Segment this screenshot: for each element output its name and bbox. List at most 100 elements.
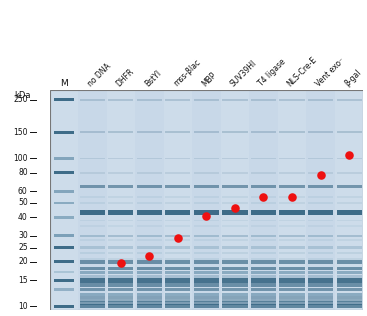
Bar (108, 246, 134, 249)
Bar (78, 90, 106, 310)
Bar (222, 220, 247, 221)
Bar (251, 304, 276, 308)
Bar (108, 260, 134, 264)
Bar (279, 225, 305, 227)
Bar (108, 225, 134, 227)
Bar (337, 296, 361, 299)
Bar (166, 196, 190, 198)
Bar (222, 271, 247, 274)
Bar (308, 258, 333, 259)
Bar (249, 90, 278, 310)
Point (118, 261, 124, 266)
Bar (222, 131, 247, 133)
Bar (222, 293, 247, 296)
Bar (108, 267, 134, 270)
Bar (279, 267, 305, 270)
Bar (166, 299, 190, 302)
Bar (108, 301, 134, 305)
Bar (337, 275, 361, 277)
Bar (194, 283, 219, 287)
Bar (279, 304, 305, 308)
Text: T4 ligase: T4 ligase (257, 58, 288, 88)
Text: 50: 50 (18, 198, 28, 208)
Bar (251, 99, 276, 100)
Bar (337, 220, 361, 221)
Bar (251, 288, 276, 291)
Bar (222, 252, 247, 254)
Bar (166, 278, 190, 283)
Bar (54, 171, 74, 174)
Bar (222, 288, 247, 291)
Bar (337, 185, 361, 188)
Bar (54, 216, 74, 218)
Bar (251, 267, 276, 270)
Bar (337, 258, 361, 259)
Bar (222, 185, 247, 188)
Bar (166, 202, 190, 204)
Bar (308, 267, 333, 270)
Bar (222, 196, 247, 198)
Bar (279, 258, 305, 259)
Bar (194, 158, 219, 159)
Bar (54, 279, 74, 282)
Bar (108, 172, 134, 174)
Point (317, 173, 323, 178)
Text: 40: 40 (18, 213, 28, 222)
Bar (108, 131, 134, 133)
Bar (194, 220, 219, 221)
Bar (308, 210, 333, 215)
Text: 250: 250 (13, 95, 28, 104)
Bar (194, 185, 219, 188)
Bar (194, 304, 219, 308)
Bar (337, 278, 361, 283)
Bar (308, 283, 333, 287)
Text: SUV39HI: SUV39HI (229, 58, 258, 88)
Bar (251, 158, 276, 159)
Bar (251, 220, 276, 221)
Text: 25: 25 (18, 243, 28, 252)
Point (232, 206, 238, 211)
Bar (166, 258, 190, 259)
Bar (251, 196, 276, 198)
Bar (137, 296, 162, 299)
Bar (308, 260, 333, 264)
Bar (108, 275, 134, 277)
Bar (337, 304, 361, 308)
Bar (137, 131, 162, 133)
Bar (54, 98, 74, 101)
Bar (166, 220, 190, 221)
Bar (308, 225, 333, 227)
Bar (108, 271, 134, 274)
Bar (194, 258, 219, 259)
Bar (308, 252, 333, 254)
Bar (108, 293, 134, 296)
Text: M: M (60, 79, 68, 88)
Bar (166, 252, 190, 254)
Point (289, 194, 295, 199)
Bar (108, 185, 134, 188)
Bar (251, 296, 276, 299)
Text: mss-βlac: mss-βlac (171, 58, 202, 88)
Bar (166, 288, 190, 291)
Bar (166, 301, 190, 305)
Text: 100: 100 (13, 154, 28, 163)
Bar (279, 271, 305, 274)
Bar (279, 196, 305, 198)
Bar (166, 99, 190, 100)
Bar (137, 246, 162, 249)
Bar (80, 252, 105, 254)
Bar (222, 301, 247, 305)
Bar (222, 283, 247, 287)
Bar (108, 258, 134, 259)
Bar (194, 278, 219, 283)
Bar (137, 196, 162, 198)
Bar (222, 240, 247, 241)
Bar (279, 240, 305, 241)
Bar (222, 275, 247, 277)
Bar (137, 288, 162, 291)
Bar (54, 202, 74, 204)
Bar (80, 172, 105, 174)
Bar (279, 234, 305, 237)
Bar (80, 293, 105, 296)
Text: BstYI: BstYI (143, 68, 163, 88)
